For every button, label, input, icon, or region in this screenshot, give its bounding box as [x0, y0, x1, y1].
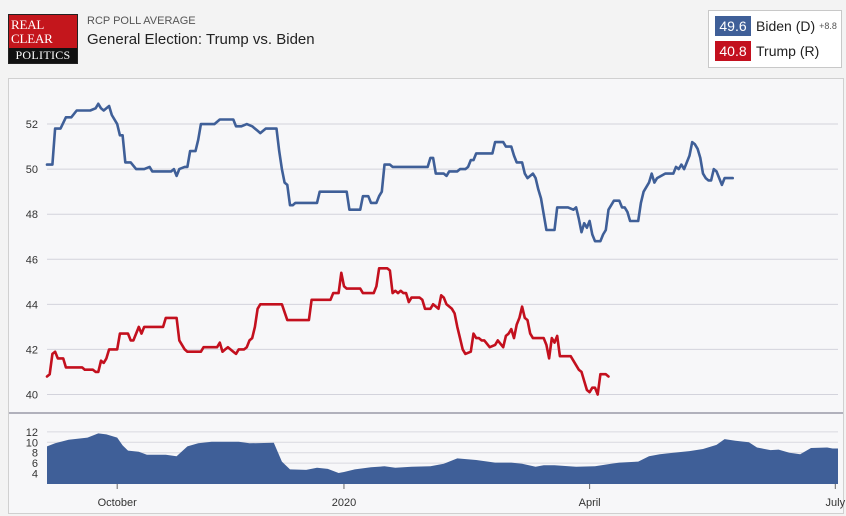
- y-tick-label-40: 40: [26, 389, 38, 401]
- chart-subtitle: RCP POLL AVERAGE: [87, 15, 196, 27]
- biden-line: [45, 102, 735, 243]
- spread-tick-label-10: 10: [26, 437, 38, 449]
- spread-tick-label-12: 12: [26, 427, 38, 439]
- realclearpolitics-logo[interactable]: REAL CLEAR POLITICS: [8, 14, 78, 64]
- x-tick-label-july: July: [826, 497, 846, 509]
- x-tick-label-2020: 2020: [332, 497, 356, 509]
- legend: 49.6 Biden (D) +8.8 40.8 Trump (R): [708, 10, 842, 68]
- y-tick-label-44: 44: [26, 299, 38, 311]
- spread-area: [47, 433, 838, 484]
- biden-value-badge: 49.6: [715, 16, 751, 36]
- biden-label: Biden (D): [756, 18, 816, 34]
- spread-value: +8.8: [819, 21, 837, 31]
- x-tick-label-april: April: [579, 497, 601, 509]
- spread-tick-label-4: 4: [32, 469, 38, 481]
- logo-line-1: REAL: [11, 17, 45, 32]
- y-tick-label-48: 48: [26, 209, 38, 221]
- logo-line-3: POLITICS: [9, 48, 77, 63]
- x-tick-label-october: October: [98, 497, 137, 509]
- trump-label: Trump (R): [756, 43, 820, 59]
- legend-item-trump[interactable]: 40.8 Trump (R): [715, 41, 819, 61]
- y-tick-label-50: 50: [26, 164, 38, 176]
- y-tick-label-52: 52: [26, 119, 38, 131]
- y-tick-label-42: 42: [26, 344, 38, 356]
- y-tick-label-46: 46: [26, 254, 38, 266]
- spread-tick-label-6: 6: [32, 458, 38, 470]
- header: REAL CLEAR POLITICS RCP POLL AVERAGE Gen…: [0, 0, 846, 78]
- logo-line-2: CLEAR: [11, 31, 53, 46]
- chart-frame: [8, 78, 844, 514]
- trump-line: [45, 266, 610, 396]
- chart-title: General Election: Trump vs. Biden: [87, 31, 315, 48]
- legend-item-biden[interactable]: 49.6 Biden (D) +8.8: [715, 16, 837, 36]
- spread-tick-label-8: 8: [32, 448, 38, 460]
- trump-value-badge: 40.8: [715, 41, 751, 61]
